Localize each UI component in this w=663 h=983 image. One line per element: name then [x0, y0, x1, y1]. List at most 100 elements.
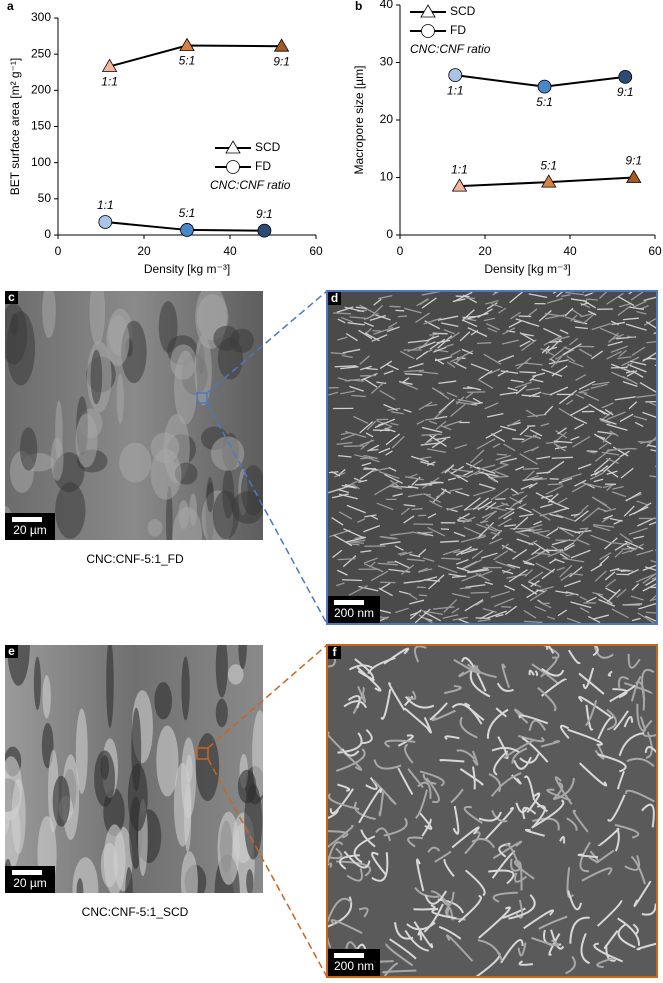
texture [502, 327, 516, 335]
texture [617, 770, 625, 790]
texture [474, 470, 485, 476]
texture [407, 343, 429, 353]
texture [237, 769, 257, 804]
texture [460, 537, 478, 543]
texture [559, 724, 570, 739]
texture [590, 350, 604, 360]
texture [503, 511, 515, 520]
texture [336, 441, 353, 445]
texture [344, 430, 367, 438]
texture [476, 523, 498, 533]
texture [418, 594, 428, 597]
texture [403, 580, 423, 584]
texture [539, 601, 552, 609]
texture [562, 557, 585, 563]
texture [371, 851, 388, 876]
texture [477, 500, 493, 511]
texture [524, 434, 541, 439]
y-axis-title: Macropore size [µm] [352, 66, 366, 175]
texture [392, 493, 403, 497]
texture [483, 317, 496, 322]
texture [482, 608, 497, 613]
texture [561, 473, 582, 481]
texture [340, 433, 357, 441]
texture [498, 354, 515, 363]
texture [497, 518, 512, 527]
texture [488, 869, 515, 885]
texture [461, 348, 473, 355]
texture [541, 667, 565, 677]
texture [407, 592, 418, 601]
texture [365, 367, 378, 371]
texture [515, 531, 530, 538]
texture [449, 356, 462, 363]
texture [530, 580, 540, 588]
texture [541, 345, 550, 354]
texture [391, 485, 413, 489]
y-tick-label: 200 [31, 83, 51, 97]
texture [422, 531, 433, 534]
texture [528, 571, 544, 583]
texture [403, 307, 422, 314]
texture [352, 686, 365, 715]
legend-label: SCD [255, 140, 281, 154]
texture [453, 292, 473, 303]
texture [194, 334, 212, 406]
texture [438, 398, 455, 414]
texture [487, 327, 498, 333]
texture [604, 571, 616, 581]
marker [541, 174, 557, 188]
texture [575, 326, 588, 330]
texture [453, 474, 466, 478]
texture [172, 506, 203, 540]
texture [376, 420, 393, 428]
marker [618, 69, 633, 84]
texture [544, 314, 566, 320]
texture [380, 616, 389, 619]
texture [381, 536, 398, 540]
texture [616, 588, 627, 598]
texture [5, 303, 28, 365]
texture [547, 297, 564, 304]
texture [397, 551, 407, 555]
texture [484, 581, 494, 585]
texture [437, 335, 453, 349]
texture [534, 605, 547, 612]
texture [397, 315, 407, 318]
texture [328, 897, 353, 924]
texture [519, 513, 534, 518]
texture [574, 479, 587, 487]
texture [444, 464, 455, 474]
texture [605, 578, 617, 588]
texture [513, 756, 532, 770]
texture [640, 439, 656, 444]
texture [418, 548, 427, 557]
texture [541, 568, 556, 580]
texture [611, 333, 624, 341]
texture [582, 299, 597, 309]
texture [494, 470, 509, 477]
texture [513, 516, 529, 531]
texture [343, 700, 368, 709]
texture [429, 333, 439, 336]
texture [116, 373, 124, 424]
texture [52, 775, 71, 827]
texture [351, 394, 366, 398]
texture [337, 318, 346, 324]
texture [439, 759, 465, 763]
texture [644, 566, 656, 571]
texture [478, 811, 502, 822]
texture [463, 470, 474, 477]
texture [373, 298, 382, 306]
texture [605, 457, 619, 465]
texture [575, 393, 585, 399]
texture [540, 422, 550, 427]
texture [370, 570, 389, 582]
marker [537, 79, 552, 94]
texture [330, 352, 346, 355]
texture [473, 488, 495, 497]
texture [651, 598, 656, 601]
texture [492, 840, 522, 860]
texture [432, 346, 447, 353]
texture [585, 704, 594, 731]
